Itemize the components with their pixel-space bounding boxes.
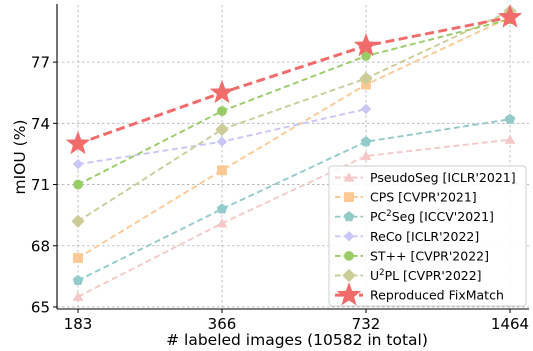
y-tick-label-3: 74	[31, 115, 50, 133]
data-point-5-0	[71, 214, 85, 228]
legend-box	[328, 165, 527, 307]
series-line-0	[77, 138, 511, 298]
series-2	[72, 113, 516, 285]
data-point-2-2	[360, 136, 372, 147]
legend-label-6: Reproduced FixMatch	[370, 288, 504, 303]
legend-marker-3	[343, 231, 355, 242]
legend-label-1: CPS [CVPR'2021]	[370, 190, 477, 205]
legend-item-2: PC2Seg [ICCV'2021]	[335, 209, 494, 224]
series-line-5	[77, 10, 511, 223]
data-point-2-1	[216, 203, 228, 214]
legend-marker-4	[344, 250, 354, 261]
chart-axes: 65 68 71 74 77 183 366 732 1464	[31, 4, 529, 333]
legend-label-4: ST++ [CVPR'2022]	[370, 248, 489, 263]
legend-marker-6	[336, 282, 362, 306]
series-line-6	[77, 15, 511, 146]
x-axis-label: # labeled images (10582 in total)	[166, 331, 428, 349]
legend-label-0: PseudoSeg [ICLR'2021]	[370, 170, 516, 185]
data-point-4-0	[73, 179, 83, 190]
legend-marker-1	[344, 192, 354, 202]
data-point-4-2	[361, 51, 371, 61]
legend-marker-2	[343, 211, 355, 222]
chart-series	[65, 4, 523, 301]
data-point-6-0	[65, 130, 91, 155]
legend-marker-5	[342, 268, 356, 283]
x-tick-label-2: 732	[352, 315, 381, 333]
data-point-3-0	[72, 158, 84, 170]
x-tick-label-1: 366	[208, 315, 237, 333]
data-point-3-1	[216, 136, 228, 147]
series-3	[72, 103, 372, 170]
y-axis-label: mIOU (%)	[11, 120, 29, 195]
legend-item-3: ReCo [ICLR'2022]	[335, 229, 479, 244]
data-point-1-1	[217, 165, 227, 176]
legend-label-2: PC2Seg [ICCV'2021]	[370, 209, 494, 224]
data-point-0-1	[216, 218, 228, 228]
legend-item-4: ST++ [CVPR'2022]	[335, 248, 489, 263]
legend-item-0: PseudoSeg [ICLR'2021]	[335, 170, 516, 185]
data-point-5-2	[359, 71, 373, 86]
legend-label-5: U2PL [CVPR'2022]	[370, 268, 482, 283]
x-tick-label-0: 183	[64, 315, 93, 333]
y-tick-label-1: 68	[31, 237, 50, 255]
data-point-2-0	[72, 274, 84, 285]
data-point-4-1	[217, 106, 227, 116]
legend: PseudoSeg [ICLR'2021] CPS [CVPR'2021] PC2S…	[328, 165, 527, 307]
legend-item-5: U2PL [CVPR'2022]	[335, 268, 482, 283]
data-point-6-1	[209, 79, 235, 104]
y-tick-label-2: 71	[31, 176, 50, 194]
x-tick-label-3: 1464	[491, 315, 529, 333]
y-tick-label-0: 65	[31, 298, 50, 316]
legend-label-3: ReCo [ICLR'2022]	[370, 229, 479, 244]
series-line-4	[77, 18, 511, 186]
data-point-6-2	[353, 32, 379, 57]
data-point-2-3	[504, 113, 516, 124]
series-0	[72, 134, 516, 301]
legend-marker-0	[343, 172, 355, 182]
data-point-5-1	[215, 122, 229, 137]
legend-item-6: Reproduced FixMatch	[335, 282, 504, 306]
series-line-1	[77, 16, 511, 259]
data-point-0-0	[72, 291, 84, 301]
series-line-2	[77, 118, 511, 282]
data-point-6-3	[497, 4, 523, 28]
data-point-3-2	[360, 103, 372, 115]
data-point-0-3	[504, 134, 516, 144]
legend-item-1: CPS [CVPR'2021]	[335, 190, 477, 205]
data-point-0-2	[360, 150, 372, 161]
y-tick-label-4: 77	[31, 54, 50, 72]
data-point-1-0	[73, 253, 83, 263]
series-6	[65, 4, 523, 155]
